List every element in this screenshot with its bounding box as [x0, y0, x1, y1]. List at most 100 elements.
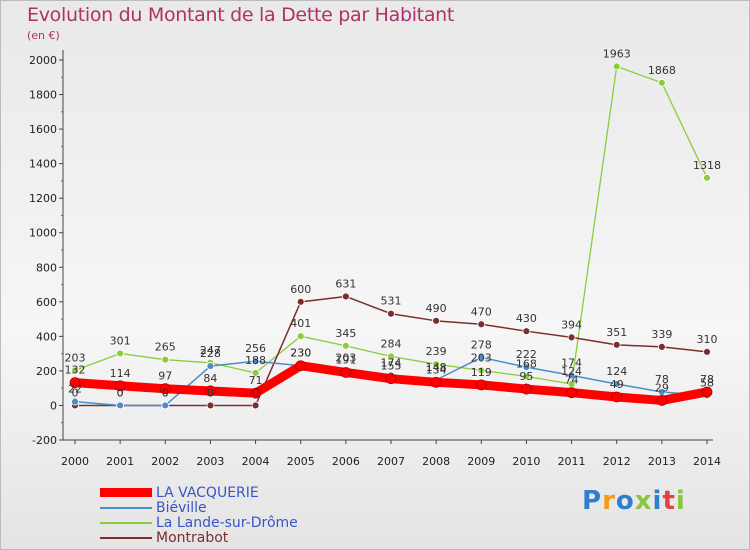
legend-swatch [100, 488, 152, 497]
data-point [206, 401, 215, 410]
data-label: 284 [381, 337, 402, 350]
data-label: 49 [610, 378, 624, 391]
data-label: 470 [471, 305, 492, 318]
data-point [477, 320, 486, 329]
y-tick-label: 1600 [29, 123, 57, 136]
x-tick-label: 2005 [287, 455, 315, 468]
data-point [657, 342, 666, 351]
data-label: 222 [516, 348, 537, 361]
data-label: 119 [471, 366, 492, 379]
data-point [205, 385, 216, 397]
y-tick-label: 0 [50, 399, 57, 412]
data-point [522, 327, 531, 336]
y-tick-label: -200 [32, 434, 57, 447]
x-tick-label: 2002 [151, 455, 179, 468]
x-tick-label: 2014 [693, 455, 721, 468]
data-label: 1318 [693, 159, 721, 172]
data-label: 0 [72, 386, 79, 399]
data-point [387, 309, 395, 318]
data-point [522, 363, 531, 372]
x-tick-label: 2006 [332, 455, 360, 468]
data-point [251, 369, 260, 377]
data-label: 0 [252, 386, 259, 399]
chart-title: Evolution du Montant de la Dette par Hab… [27, 4, 455, 26]
data-label: 148 [426, 361, 447, 374]
data-label: 58 [700, 376, 714, 389]
data-label: 345 [335, 327, 356, 340]
data-label: 256 [245, 342, 266, 355]
data-point [522, 372, 531, 381]
data-point [71, 366, 79, 375]
data-point [612, 62, 621, 71]
data-point [475, 379, 487, 391]
x-tick-label: 2010 [512, 455, 540, 468]
data-point [250, 387, 261, 399]
data-point [161, 355, 170, 364]
data-label: 132 [65, 364, 86, 377]
data-point [341, 292, 350, 301]
data-label: 78 [700, 373, 714, 386]
data-point [69, 377, 81, 389]
data-label: 29 [655, 381, 669, 394]
x-tick-label: 2000 [61, 455, 89, 468]
data-label: 531 [381, 295, 402, 308]
data-label: 339 [651, 328, 672, 341]
data-label: 95 [519, 370, 533, 383]
legend-item: LA VACQUERIE [100, 485, 298, 501]
chart-subtitle: (en €) [27, 29, 60, 42]
data-point [295, 360, 307, 372]
data-label: 114 [110, 367, 131, 380]
data-label: 22 [68, 383, 82, 396]
data-label: 230 [290, 347, 311, 360]
data-label: 600 [290, 283, 311, 296]
data-point [296, 297, 305, 306]
x-tick-label: 2008 [422, 455, 450, 468]
proxiti-logo: Proxiti [582, 486, 686, 516]
data-point [567, 333, 576, 342]
data-label: 230 [290, 347, 311, 360]
data-label: 155 [381, 360, 402, 373]
data-label: 490 [426, 302, 447, 315]
y-tick-label: 600 [36, 296, 57, 309]
y-tick-label: 2000 [29, 54, 57, 67]
legend-label: La Lande-sur-Drôme [156, 514, 298, 531]
x-tick-label: 2011 [558, 455, 586, 468]
data-label: 1963 [603, 47, 631, 60]
legend-item: Biéville [100, 500, 298, 516]
data-label: 84 [203, 372, 217, 385]
legend-label: Montrabot [156, 529, 229, 546]
x-tick-label: 2012 [603, 455, 631, 468]
data-point [71, 397, 79, 406]
data-label: 228 [200, 347, 221, 360]
data-point [116, 349, 125, 358]
data-label: 203 [335, 351, 356, 364]
legend-swatch [100, 506, 152, 509]
data-point [114, 380, 126, 392]
data-label: 188 [245, 354, 266, 367]
data-label: 174 [561, 356, 582, 369]
y-tick-label: 1400 [29, 158, 57, 171]
data-label: 310 [697, 333, 718, 346]
data-label: 124 [561, 365, 582, 378]
data-point [387, 352, 395, 361]
data-point [656, 395, 668, 406]
data-label: 203 [65, 351, 86, 364]
data-point [341, 341, 350, 350]
data-label: 97 [158, 370, 172, 383]
y-tick-label: 1800 [29, 89, 57, 102]
data-point [477, 366, 486, 375]
data-point [521, 383, 532, 395]
legend-item: La Lande-sur-Drôme [100, 514, 298, 531]
x-tick-label: 2009 [467, 455, 495, 468]
data-point [611, 391, 623, 403]
data-label: 265 [155, 341, 176, 354]
data-point [567, 371, 576, 380]
x-tick-label: 2003 [196, 455, 224, 468]
data-label: 0 [117, 386, 124, 399]
data-label: 0 [162, 386, 169, 399]
data-label: 394 [561, 318, 582, 331]
data-point [612, 380, 621, 388]
data-point [612, 340, 621, 349]
data-point [161, 401, 170, 410]
